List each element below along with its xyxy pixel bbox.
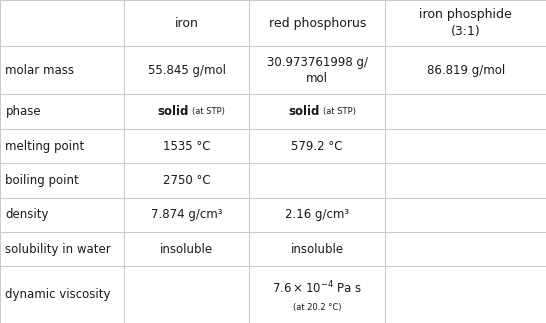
Text: iron: iron — [175, 17, 199, 30]
Text: melting point: melting point — [5, 140, 85, 152]
Text: 55.845 g/mol: 55.845 g/mol — [148, 64, 225, 77]
Text: $7.6\times10^{-4}$ Pa s: $7.6\times10^{-4}$ Pa s — [272, 279, 362, 296]
Text: iron phosphide
(3:1): iron phosphide (3:1) — [419, 8, 512, 38]
Text: 7.874 g/cm³: 7.874 g/cm³ — [151, 208, 222, 221]
Text: molar mass: molar mass — [5, 64, 74, 77]
Text: solid: solid — [288, 105, 319, 118]
Text: phase: phase — [5, 105, 41, 118]
Text: boiling point: boiling point — [5, 174, 79, 187]
Text: red phosphorus: red phosphorus — [269, 17, 366, 30]
Text: (at STP): (at STP) — [192, 107, 225, 116]
Text: 86.819 g/mol: 86.819 g/mol — [426, 64, 505, 77]
Text: insoluble: insoluble — [160, 243, 213, 255]
Text: (at STP): (at STP) — [323, 107, 355, 116]
Text: dynamic viscosity: dynamic viscosity — [5, 288, 111, 301]
Text: 2.16 g/cm³: 2.16 g/cm³ — [285, 208, 349, 221]
Text: density: density — [5, 208, 49, 221]
Text: insoluble: insoluble — [290, 243, 344, 255]
Text: (at 20.2 °C): (at 20.2 °C) — [293, 303, 341, 312]
Text: 1535 °C: 1535 °C — [163, 140, 210, 152]
Text: solubility in water: solubility in water — [5, 243, 111, 255]
Text: 30.973761998 g/
mol: 30.973761998 g/ mol — [267, 56, 367, 85]
Text: 2750 °C: 2750 °C — [163, 174, 211, 187]
Text: 579.2 °C: 579.2 °C — [292, 140, 343, 152]
Text: solid: solid — [157, 105, 189, 118]
